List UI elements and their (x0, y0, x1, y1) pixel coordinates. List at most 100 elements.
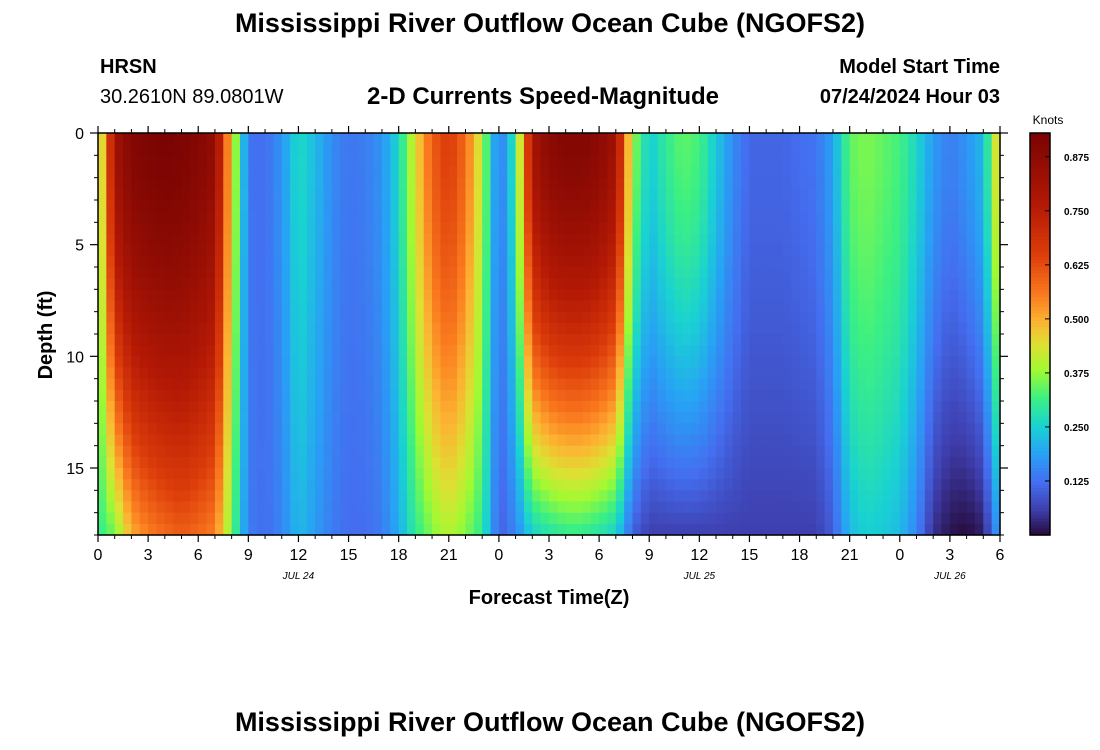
heatmap-cell (315, 177, 325, 190)
heatmap-cell (106, 334, 116, 346)
colorbar-segment (1030, 337, 1050, 342)
colorbar-segment (1030, 327, 1050, 332)
heatmap-cell (799, 501, 809, 514)
heatmap-cell (432, 311, 442, 324)
heatmap-cell (690, 166, 700, 179)
heatmap-cell (256, 334, 266, 346)
heatmap-cell (448, 255, 458, 268)
heatmap-cell (874, 188, 884, 201)
colorbar-segment (1030, 300, 1050, 305)
heatmap-cell (273, 155, 283, 168)
heatmap-cell (615, 311, 625, 324)
heatmap-cell (549, 468, 558, 480)
heatmap-cell (832, 512, 842, 525)
heatmap-cell (640, 255, 650, 268)
heatmap-cell (381, 479, 391, 491)
heatmap-cell (565, 456, 575, 469)
heatmap-cell (189, 188, 199, 201)
heatmap-cell (373, 479, 383, 491)
heatmap-cell (381, 278, 391, 290)
heatmap-cell (306, 479, 316, 491)
heatmap-cell (507, 222, 517, 235)
heatmap-cell (557, 378, 567, 391)
heatmap-cell (574, 501, 584, 514)
heatmap-cell (173, 211, 183, 223)
heatmap-cell (933, 311, 943, 324)
heatmap-cell (315, 289, 325, 302)
heatmap-cell (356, 244, 366, 257)
heatmap-cell (231, 523, 241, 536)
heatmap-cell (290, 356, 300, 369)
heatmap-cell (306, 144, 316, 156)
heatmap-cell (214, 367, 224, 380)
heatmap-cell (832, 468, 842, 480)
heatmap-cell (607, 166, 617, 179)
heatmap-cell (482, 166, 492, 179)
heatmap-cell (515, 188, 525, 201)
heatmap-cell (331, 423, 341, 436)
heatmap-cell (281, 188, 291, 201)
heatmap-cell (632, 479, 642, 491)
heatmap-cell (198, 211, 208, 223)
heatmap-cell (974, 479, 984, 491)
heatmap-cell (983, 267, 993, 279)
heatmap-cell (164, 144, 174, 156)
heatmap-cell (565, 378, 575, 391)
heatmap-cell (724, 188, 734, 201)
heatmap-cell (457, 133, 467, 145)
heatmap-cell (624, 133, 634, 145)
heatmap-cell (290, 244, 300, 257)
heatmap-cell (974, 512, 984, 525)
heatmap-cell (507, 401, 517, 413)
heatmap-cell (632, 267, 642, 279)
heatmap-cell (323, 378, 333, 391)
heatmap-cell (298, 233, 308, 246)
heatmap-cell (114, 200, 124, 212)
heatmap-cell (515, 378, 525, 391)
heatmap-cell (415, 501, 425, 514)
heatmap-cell (690, 479, 700, 491)
heatmap-cell (799, 423, 809, 436)
heatmap-cell (574, 278, 584, 290)
heatmap-cell (924, 334, 934, 346)
heatmap-cell (707, 523, 717, 536)
heatmap-cell (281, 345, 291, 357)
heatmap-cell (657, 289, 667, 302)
heatmap-cell (498, 155, 508, 168)
heatmap-cell (381, 389, 391, 402)
heatmap-cell (757, 211, 767, 223)
heatmap-cell (874, 300, 884, 313)
heatmap-cell (665, 278, 675, 290)
x-tick-label: 3 (945, 547, 954, 564)
heatmap-cell (941, 523, 951, 536)
heatmap-cell (690, 490, 700, 503)
heatmap-cell (749, 389, 759, 402)
heatmap-cell (415, 345, 425, 357)
colorbar-segment (1030, 414, 1050, 419)
heatmap-cell (223, 311, 233, 324)
heatmap-cell (248, 367, 258, 380)
heatmap-cell (223, 222, 233, 235)
heatmap-cell (123, 255, 133, 268)
heatmap-cell (590, 468, 600, 480)
heatmap-cell (256, 278, 266, 290)
heatmap-cell (949, 356, 959, 369)
heatmap-cell (340, 267, 350, 279)
heatmap-cell (407, 200, 416, 212)
heatmap-cell (941, 200, 951, 212)
heatmap-cell (498, 311, 508, 324)
heatmap-cell (482, 468, 492, 480)
heatmap-cell (432, 523, 442, 536)
heatmap-cell (315, 311, 325, 324)
heatmap-cell (841, 211, 851, 223)
heatmap-cell (540, 144, 550, 156)
heatmap-cell (423, 445, 433, 458)
heatmap-cell (916, 412, 926, 424)
heatmap-cell (816, 244, 826, 257)
heatmap-cell (373, 456, 383, 469)
heatmap-cell (599, 222, 609, 235)
heatmap-cell (164, 389, 174, 402)
heatmap-cell (565, 177, 575, 190)
heatmap-cell (448, 423, 458, 436)
